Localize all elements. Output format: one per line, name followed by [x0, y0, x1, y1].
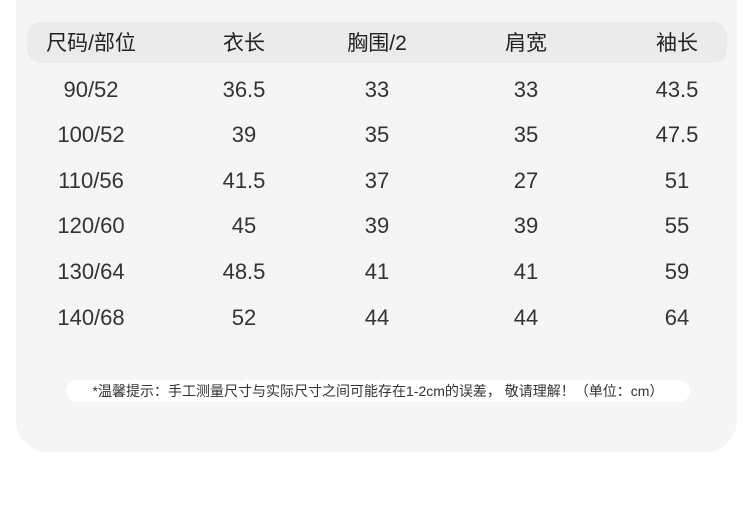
header-cell: 肩宽 [505, 32, 547, 55]
header-cell: 袖长 [656, 32, 698, 55]
table-cell: 41 [364, 259, 390, 284]
table-cell: 130/64 [57, 259, 125, 284]
table-cell: 39 [231, 122, 257, 147]
table-cell: 52 [231, 305, 257, 330]
table-cell: 140/68 [57, 305, 125, 330]
table-cell: 33 [364, 77, 390, 102]
table-cell: 41 [513, 259, 539, 284]
header-cell: 尺码/部位 [46, 32, 136, 55]
measurement-note: *温馨提示：手工测量尺寸与实际尺寸之间可能存在1-2cm的误差， 敬请理解！（单… [66, 380, 690, 402]
table-cell: 36.5 [222, 77, 266, 102]
table-cell: 59 [664, 259, 690, 284]
header-cell: 胸围/2 [347, 32, 407, 55]
table-cell: 43.5 [655, 77, 699, 102]
table-cell: 120/60 [57, 213, 125, 238]
table-cell: 100/52 [57, 122, 125, 147]
table-cell: 44 [364, 305, 390, 330]
table-cell: 33 [513, 77, 539, 102]
table-cell: 44 [513, 305, 539, 330]
table-cell: 51 [664, 168, 690, 193]
table-cell: 35 [364, 122, 390, 147]
table-cell: 55 [664, 213, 690, 238]
table-cell: 39 [513, 213, 539, 238]
table-cell: 110/56 [58, 168, 124, 193]
table-header-row [27, 22, 727, 63]
size-chart-panel [16, 0, 737, 452]
table-cell: 27 [513, 168, 539, 193]
table-cell: 41.5 [222, 168, 266, 193]
table-cell: 39 [364, 213, 390, 238]
table-cell: 64 [664, 305, 690, 330]
table-cell: 37 [364, 168, 390, 193]
table-cell: 48.5 [222, 259, 266, 284]
table-cell: 47.5 [655, 122, 699, 147]
table-cell: 35 [513, 122, 539, 147]
header-cell: 衣长 [223, 32, 265, 55]
table-cell: 90/52 [63, 77, 119, 102]
table-cell: 45 [231, 213, 257, 238]
